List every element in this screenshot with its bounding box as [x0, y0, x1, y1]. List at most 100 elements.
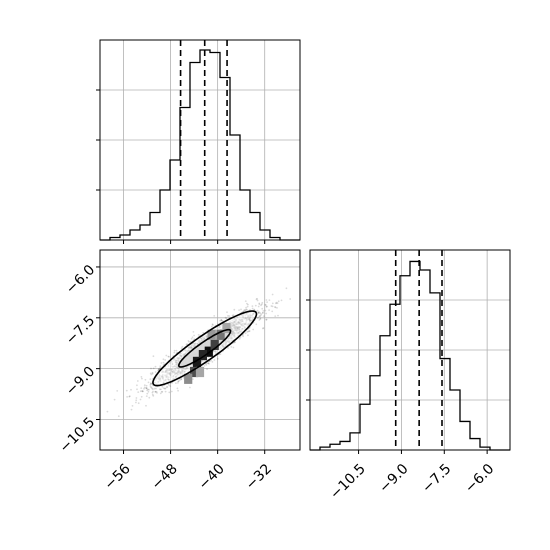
sample-point — [136, 388, 138, 391]
sample-point — [135, 397, 138, 399]
sample-point — [213, 315, 216, 317]
sample-point — [265, 299, 268, 301]
sample-point — [258, 315, 261, 317]
sample-point — [152, 390, 154, 393]
marginal-histogram-param2: −10.5 −9.0 −7.5 −6.0 — [306, 249, 511, 503]
sample-point — [220, 319, 223, 322]
sample-point — [178, 379, 181, 382]
sample-point — [139, 398, 142, 401]
sample-point — [149, 378, 152, 380]
sample-point — [259, 318, 262, 320]
axes-frame — [99, 249, 301, 451]
sample-point — [162, 361, 165, 364]
sample-point — [202, 331, 205, 334]
sample-point — [259, 314, 262, 317]
sample-point — [260, 304, 262, 307]
sample-point — [173, 349, 176, 352]
sample-point — [160, 391, 163, 393]
sample-point — [216, 357, 219, 360]
sample-point — [152, 395, 155, 397]
joint-scatter-panel: −56 −48 −40 −32 −10.5 −9.0 −7.5 −6.0 — [57, 249, 301, 493]
sample-point — [128, 395, 131, 398]
sample-point — [257, 305, 260, 308]
sample-point — [243, 309, 246, 311]
sample-point — [259, 317, 262, 320]
sample-point — [162, 358, 165, 361]
sample-point — [264, 309, 267, 312]
sample-point — [141, 390, 144, 393]
sample-point — [180, 347, 183, 349]
sample-point — [257, 312, 260, 314]
sample-point — [256, 317, 259, 319]
sample-point — [210, 359, 212, 362]
sample-point — [226, 311, 228, 314]
sample-point — [268, 299, 271, 301]
sample-point — [145, 387, 148, 390]
sample-point — [244, 332, 247, 335]
histogram-step — [310, 260, 510, 451]
sample-point — [160, 362, 163, 364]
sample-point — [156, 392, 158, 394]
sample-point — [187, 340, 190, 342]
sample-point — [211, 361, 214, 363]
sample-point — [271, 293, 274, 296]
sample-point — [164, 387, 167, 390]
sample-point — [158, 388, 161, 391]
sample-point — [262, 315, 265, 317]
sample-point — [169, 385, 172, 387]
sample-point — [265, 312, 268, 315]
sample-point — [271, 310, 274, 313]
sample-point — [265, 318, 268, 321]
sample-point — [271, 302, 274, 305]
sample-point — [177, 380, 180, 383]
sample-point — [232, 314, 235, 317]
sample-point — [239, 336, 242, 339]
sample-point — [147, 381, 150, 384]
sample-point — [254, 304, 257, 307]
sample-point — [197, 333, 200, 336]
sample-point — [166, 386, 169, 388]
sample-point — [167, 355, 170, 358]
sample-point — [173, 351, 176, 354]
sample-point — [274, 306, 276, 308]
sample-point — [265, 318, 268, 321]
sample-point — [257, 316, 260, 319]
sample-point — [151, 388, 154, 391]
sample-point — [210, 325, 213, 328]
sample-point — [230, 346, 233, 348]
marginal-histogram-param1 — [96, 39, 301, 244]
sample-point — [253, 308, 256, 311]
sample-point — [177, 380, 180, 383]
sample-point — [153, 387, 156, 390]
sample-point — [277, 314, 279, 317]
sample-point — [150, 386, 153, 389]
sample-point — [260, 313, 263, 315]
x-tick-label: −56 — [102, 461, 134, 493]
sample-point — [233, 308, 236, 311]
sample-point — [259, 315, 261, 318]
sample-point — [106, 410, 109, 413]
sample-point — [158, 368, 161, 370]
density-cell — [207, 329, 216, 340]
axes-frame — [99, 39, 301, 241]
sample-point — [143, 386, 146, 389]
sample-point — [175, 349, 178, 352]
sample-point — [262, 311, 264, 314]
y-tick-label: −9.0 — [63, 364, 98, 399]
sample-point — [262, 310, 265, 312]
joint-plot-area — [106, 287, 292, 418]
sample-point — [168, 391, 171, 394]
sample-point — [125, 389, 128, 392]
sample-point — [240, 308, 242, 311]
sample-point — [176, 387, 179, 390]
histogram-step — [100, 49, 300, 241]
sample-point — [213, 359, 216, 361]
sample-point — [256, 309, 259, 312]
sample-point — [256, 299, 259, 302]
sample-point — [238, 337, 241, 340]
sample-point — [126, 396, 128, 398]
sample-point — [246, 331, 249, 333]
sample-point — [244, 309, 247, 312]
sample-point — [258, 319, 261, 321]
